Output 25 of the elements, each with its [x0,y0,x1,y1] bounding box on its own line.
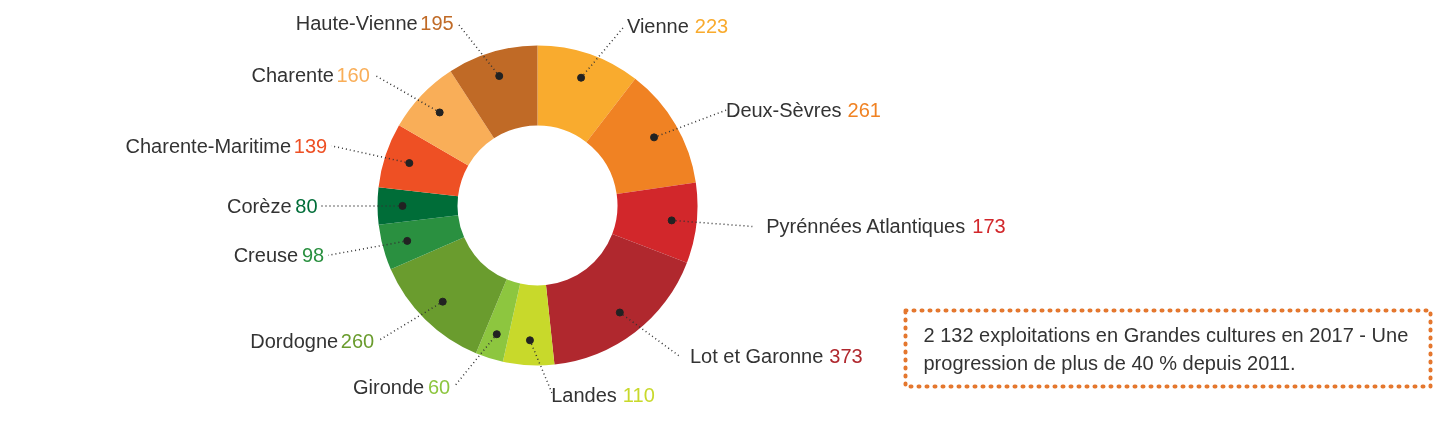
data-label: 98 [301,244,325,267]
slice-label: Charente [251,63,334,86]
slice-label: Gironde [353,375,425,398]
slice-label: Deux-Sèvres [725,98,842,121]
slice-label: Landes [551,384,617,407]
data-label: 110 [622,384,655,407]
text: 2 132 exploitations en Grandes cultures en 2017 - Une progression de plus de 40 % depuis 2011. [923,323,1409,374]
slice-label: Creuse [233,244,299,267]
data-label: 80 [295,195,318,218]
data-label: 195 [420,12,454,35]
slice-label: Charente-Maritime [125,134,292,157]
data-label: 260 [340,329,375,352]
slice-label: Pyrénnées Atlantiques [766,215,966,238]
data-label: 139 [293,134,328,157]
slice-label: Haute-Vienne [295,12,418,35]
data-label: 173 [972,215,1006,238]
data-label: 223 [694,14,729,37]
data-label: 373 [829,345,863,368]
slice-label: Corèze [227,195,292,218]
data-label: 60 [427,375,451,398]
slice-label: Dordogne [250,329,339,352]
slice-label: Lot et Garonne [689,345,824,368]
slice-label: Vienne [626,14,689,37]
data-label: 160 [336,63,370,86]
data-label: 261 [847,98,881,121]
